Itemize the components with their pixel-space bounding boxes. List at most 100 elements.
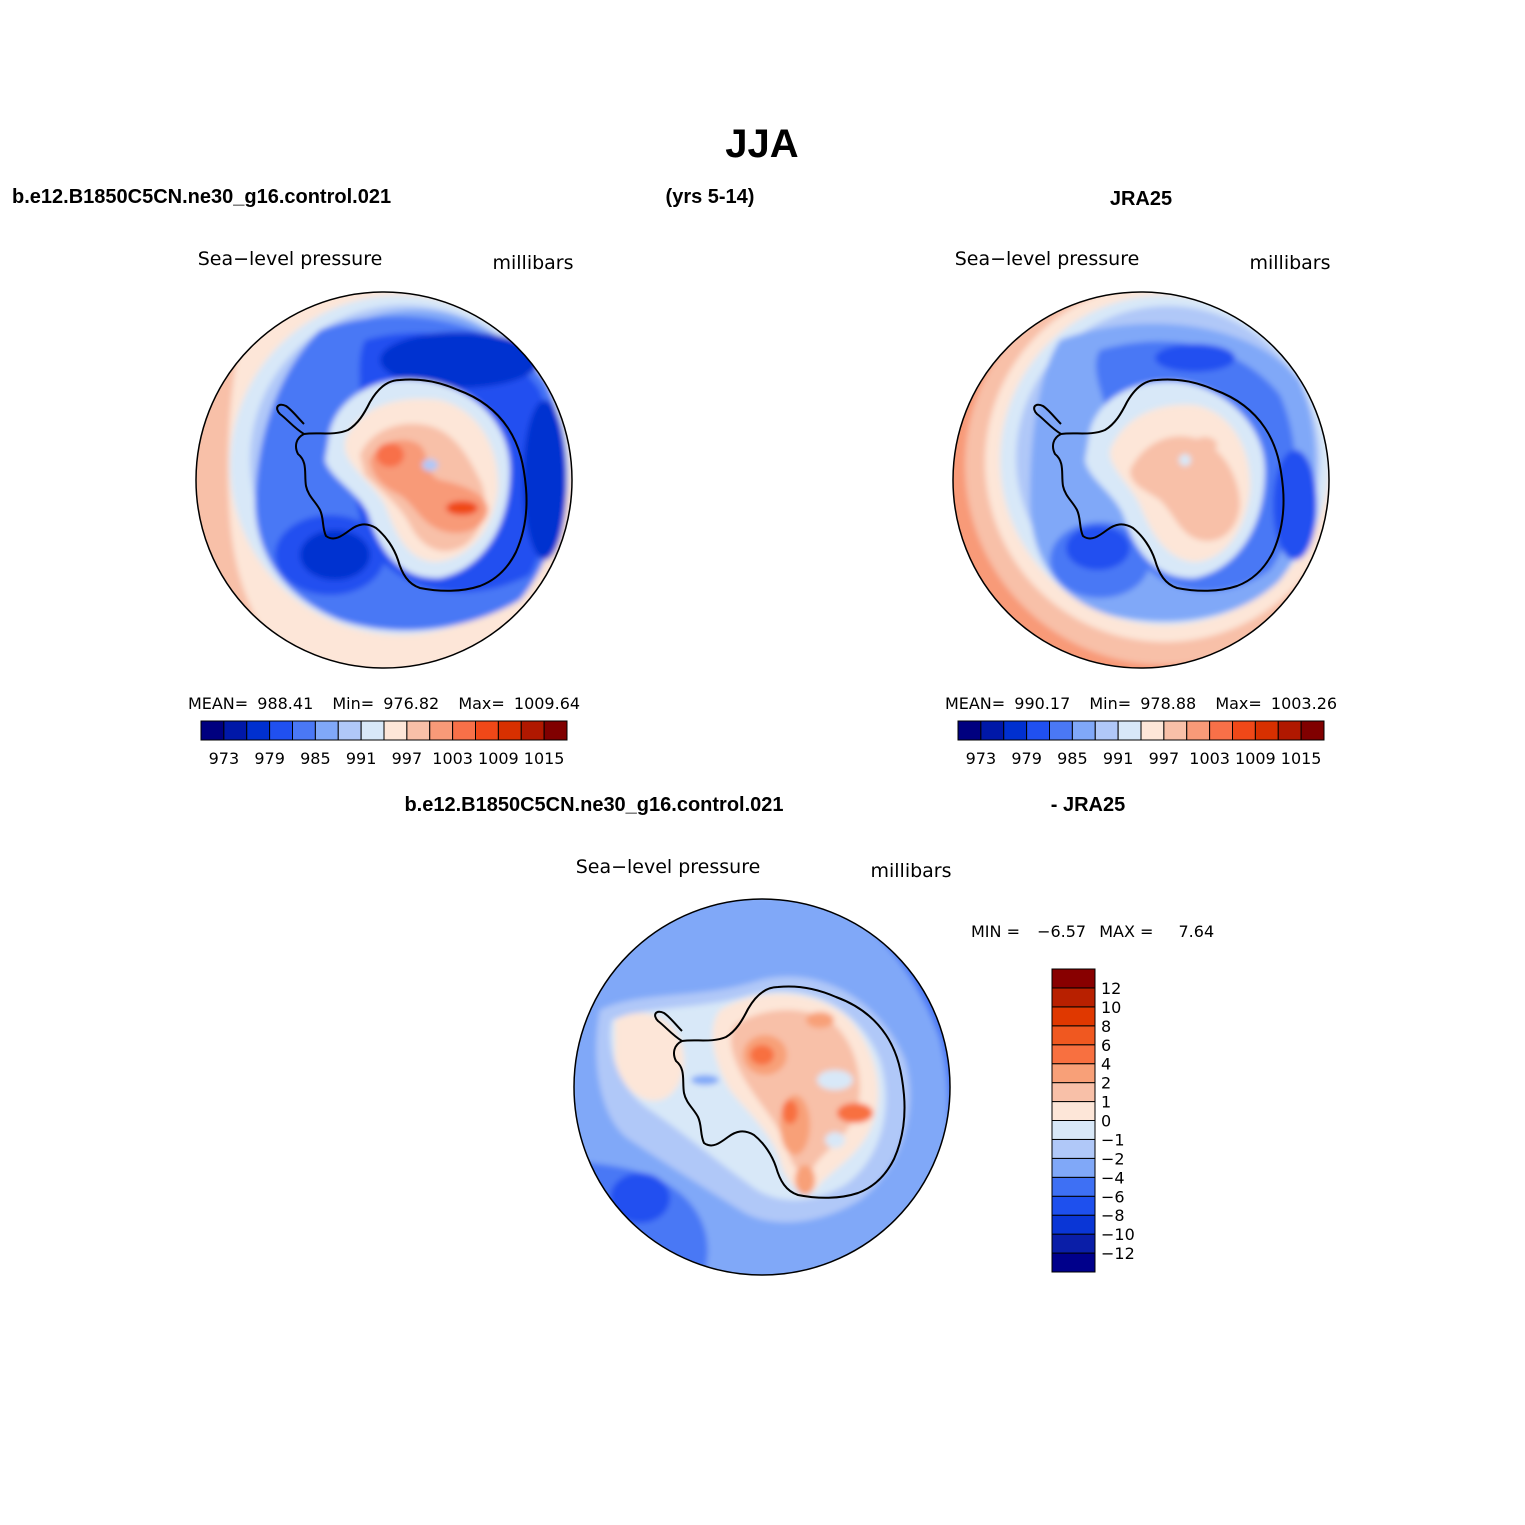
cbar-diff-swatch-10	[1051, 1063, 1096, 1084]
cbar-model-swatch-6	[337, 720, 362, 741]
cbar-diff-swatch-1	[1051, 1233, 1096, 1254]
cbar-diff-swatch-3	[1051, 1195, 1096, 1216]
cbar-model-swatch-3	[269, 720, 293, 741]
cbar-obs-tick-7: 1015	[1281, 749, 1322, 768]
cbar-obs-tick-6: 1009	[1235, 749, 1276, 768]
cbar-obs-swatch-4	[1049, 720, 1073, 741]
cbar-diff-swatch-2	[1051, 1214, 1096, 1235]
cbar-diff-tick-8: −1	[1101, 1130, 1125, 1149]
cbar-model-swatch-1	[223, 720, 248, 741]
cbar-obs-swatch-8	[1140, 720, 1165, 741]
cbar-obs-tick-0: 973	[966, 749, 997, 768]
panel-obs-map-border	[952, 291, 1330, 669]
cbar-model-tick-4: 997	[392, 749, 423, 768]
panel-obs-units: millibars	[1249, 252, 1330, 274]
cbar-obs-swatch-13	[1254, 720, 1279, 741]
cbar-obs-swatch-15	[1300, 720, 1325, 741]
cbar-model-tick-1: 979	[254, 749, 285, 768]
cbar-model-swatch-13	[497, 720, 522, 741]
cbar-diff-tick-4: 4	[1101, 1055, 1111, 1074]
cbar-diff-tick-12: −8	[1101, 1206, 1125, 1225]
obs-label: JRA25	[1110, 188, 1172, 210]
panel-diff-units: millibars	[870, 860, 951, 882]
panel-diff-map-border	[573, 898, 951, 1276]
panel-diff-min: −6.57	[1037, 922, 1086, 941]
cbar-diff-tick-7: 0	[1101, 1112, 1111, 1131]
cbar-model-swatch-12	[475, 720, 499, 741]
panel-obs-stats: MEAN= 990.17 Min= 978.88 Max= 1003.26	[945, 694, 1337, 713]
panel-obs-map	[953, 292, 1329, 668]
cbar-obs-swatch-3	[1026, 720, 1050, 741]
cbar-diff-tick-2: 8	[1101, 1017, 1111, 1036]
cbar-diff-tick-3: 6	[1101, 1036, 1111, 1055]
cbar-model-swatch-10	[429, 720, 454, 741]
panel-obs-colorbar: 973 979 985 991 997 1003 1009 1015	[957, 720, 1325, 768]
panel-obs: Sea−level pressure millibars	[945, 248, 1337, 768]
cbar-obs-tick-2: 985	[1057, 749, 1088, 768]
cbar-model-tick-5: 1003	[432, 749, 473, 768]
cbar-diff-swatch-11	[1051, 1044, 1096, 1065]
panel-obs-min-label: Min=	[1089, 694, 1131, 713]
cbar-diff-tick-6: 1	[1101, 1093, 1111, 1112]
cbar-obs-swatch-5	[1071, 720, 1096, 741]
panel-diff-title: Sea−level pressure	[576, 856, 761, 878]
cbar-model-swatch-14	[520, 720, 545, 741]
diff-case-label: b.e12.B1850C5CN.ne30_g16.control.021	[404, 794, 783, 816]
cbar-model-swatch-0	[200, 720, 225, 741]
panel-diff-max: 7.64	[1179, 922, 1215, 941]
panel-diff-max-label: MAX =	[1099, 922, 1153, 941]
panel-model-min-label: Min=	[332, 694, 374, 713]
cbar-obs-swatch-2	[1003, 720, 1028, 741]
cbar-obs-swatch-12	[1232, 720, 1256, 741]
cbar-obs-swatch-14	[1277, 720, 1302, 741]
panel-obs-title: Sea−level pressure	[955, 248, 1140, 270]
cbar-diff-swatch-6	[1051, 1138, 1096, 1159]
cbar-diff-tick-14: −12	[1101, 1244, 1135, 1263]
cbar-diff-swatch-14	[1051, 987, 1096, 1008]
panel-model-stats: MEAN= 988.41 Min= 976.82 Max= 1009.64	[188, 694, 580, 713]
panel-obs-mean: 990.17	[1014, 694, 1070, 713]
panel-model-map	[196, 292, 572, 668]
cbar-obs-swatch-7	[1117, 720, 1142, 741]
cbar-obs-swatch-1	[980, 720, 1005, 741]
figure-title: JJA	[725, 122, 798, 166]
panel-model-max-label: Max=	[458, 694, 504, 713]
cbar-diff-tick-10: −4	[1101, 1168, 1125, 1187]
panel-obs-min: 978.88	[1140, 694, 1196, 713]
cbar-diff-swatch-5	[1051, 1157, 1096, 1178]
diff-obs-label: - JRA25	[1051, 794, 1125, 816]
cbar-obs-swatch-6	[1094, 720, 1119, 741]
cbar-model-tick-2: 985	[300, 749, 331, 768]
panel-model-mean-label: MEAN=	[188, 694, 248, 713]
cbar-diff-tick-11: −6	[1101, 1187, 1125, 1206]
panel-model-min: 976.82	[383, 694, 439, 713]
panel-obs-max: 1003.26	[1271, 694, 1337, 713]
case-label: b.e12.B1850C5CN.ne30_g16.control.021	[12, 186, 391, 208]
cbar-diff-swatch-7	[1051, 1120, 1096, 1140]
cbar-model-swatch-11	[452, 720, 476, 741]
cbar-diff-swatch-8	[1051, 1101, 1096, 1121]
panel-model-map-border	[195, 291, 573, 669]
cbar-diff-tick-1: 10	[1101, 998, 1121, 1017]
cbar-model-swatch-9	[406, 720, 431, 741]
cbar-obs-tick-5: 1003	[1189, 749, 1230, 768]
panel-model-colorbar: 973 979 985 991 997 1003 1009 1015	[200, 720, 568, 768]
panel-model-max: 1009.64	[514, 694, 580, 713]
years-label: (yrs 5-14)	[666, 186, 755, 208]
cbar-model-swatch-4	[292, 720, 316, 741]
cbar-diff-swatch-13	[1051, 1006, 1096, 1027]
panel-diff-map	[574, 899, 950, 1275]
cbar-model-tick-7: 1015	[524, 749, 565, 768]
cbar-diff-tick-9: −2	[1101, 1149, 1125, 1168]
cbar-diff-tick-0: 12	[1101, 979, 1121, 998]
cbar-diff-swatch-4	[1051, 1176, 1096, 1197]
cbar-obs-swatch-10	[1186, 720, 1211, 741]
panel-diff-stats: MIN = −6.57 MAX = 7.64	[971, 922, 1214, 941]
cbar-diff-tick-13: −10	[1101, 1225, 1135, 1244]
panel-obs-max-label: Max=	[1215, 694, 1261, 713]
cbar-obs-swatch-11	[1209, 720, 1233, 741]
cbar-obs-swatch-9	[1163, 720, 1188, 741]
cbar-obs-tick-4: 997	[1149, 749, 1180, 768]
